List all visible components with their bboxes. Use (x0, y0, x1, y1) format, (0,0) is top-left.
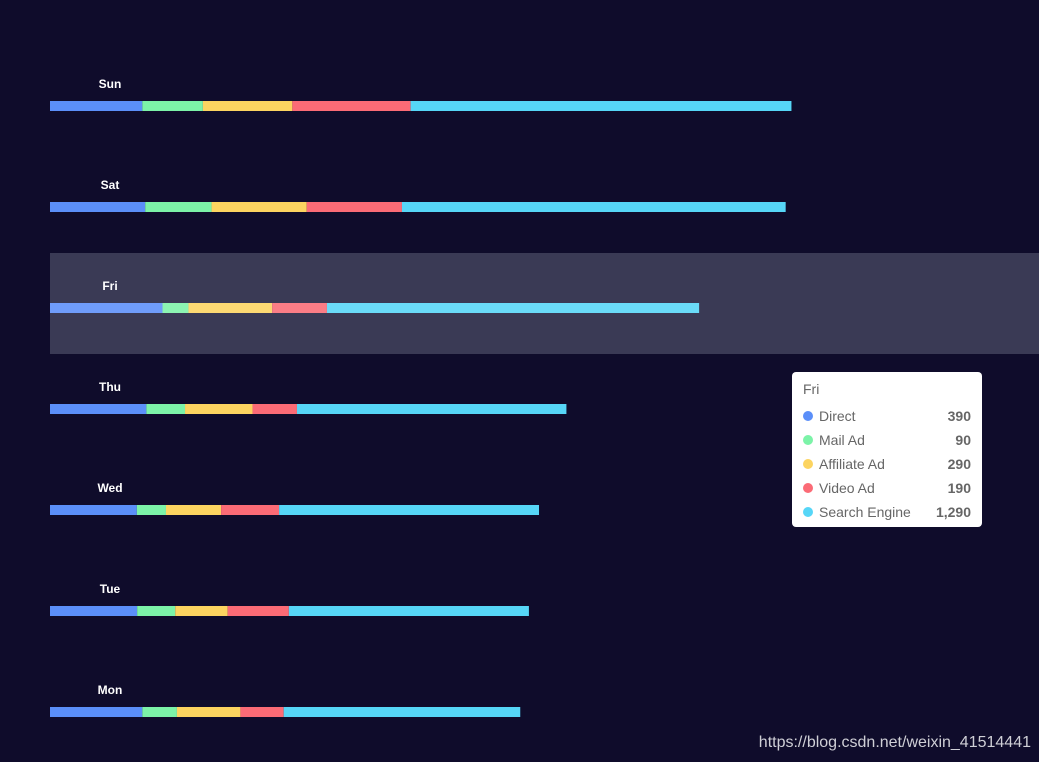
tooltip-series-value: 1,290 (935, 504, 971, 520)
bar-direct-fri[interactable] (50, 303, 163, 313)
bar-affiliate-ad-wed[interactable] (165, 505, 222, 515)
series-dot-icon (803, 411, 813, 421)
bar-mail-ad-sun[interactable] (142, 101, 203, 111)
bar-video-ad-mon[interactable] (240, 707, 284, 717)
bar-affiliate-ad-mon[interactable] (176, 707, 241, 717)
category-label-mon: Mon (98, 683, 123, 697)
category-label-tue: Tue (100, 582, 121, 596)
bar-affiliate-ad-thu[interactable] (185, 404, 253, 414)
bar-mail-ad-thu[interactable] (146, 404, 186, 414)
bar-direct-wed[interactable] (50, 505, 137, 515)
watermark-url: https://blog.csdn.net/weixin_41514441 (758, 734, 1031, 751)
bar-direct-sun[interactable] (50, 101, 143, 111)
bar-video-ad-sun[interactable] (292, 101, 411, 111)
category-label-sun: Sun (99, 77, 122, 91)
tooltip-row-direct: Direct 390 (803, 404, 971, 428)
bar-search-engine-sat[interactable] (401, 202, 786, 212)
tooltip-series-value: 190 (947, 480, 971, 496)
tooltip-series-name: Search Engine (819, 504, 911, 520)
bar-direct-mon[interactable] (50, 707, 143, 717)
tooltip-series-name: Mail Ad (819, 432, 865, 448)
tooltip-series-value: 390 (947, 408, 971, 424)
tooltip-series-name: Video Ad (819, 480, 875, 496)
tooltip-series-value: 90 (955, 432, 971, 448)
bar-search-engine-thu[interactable] (296, 404, 567, 414)
bar-search-engine-mon[interactable] (283, 707, 521, 717)
bar-direct-sat[interactable] (50, 202, 146, 212)
tooltip: Fri Direct 390 Mail Ad 90 Affiliate Ad 2… (792, 372, 982, 527)
tooltip-row-affiliate-ad: Affiliate Ad 290 (803, 452, 971, 476)
tooltip-row-mail-ad: Mail Ad 90 (803, 428, 971, 452)
bar-search-engine-tue[interactable] (288, 606, 529, 616)
tooltip-row-search-engine: Search Engine 1,290 (803, 500, 971, 524)
category-label-wed: Wed (97, 481, 122, 495)
tooltip-series-name: Affiliate Ad (819, 456, 885, 472)
bar-mail-ad-tue[interactable] (137, 606, 176, 616)
bar-mail-ad-wed[interactable] (136, 505, 166, 515)
bar-video-ad-thu[interactable] (252, 404, 297, 414)
tooltip-row-video-ad: Video Ad 190 (803, 476, 971, 500)
category-label-fri: Fri (102, 279, 117, 293)
bar-search-engine-sun[interactable] (410, 101, 792, 111)
bar-mail-ad-sat[interactable] (145, 202, 212, 212)
bar-video-ad-fri[interactable] (272, 303, 327, 313)
bar-video-ad-wed[interactable] (221, 505, 280, 515)
tooltip-series-value: 290 (947, 456, 971, 472)
bar-video-ad-tue[interactable] (227, 606, 289, 616)
tooltip-title: Fri (803, 381, 820, 397)
series-dot-icon (803, 435, 813, 445)
series-dot-icon (803, 459, 813, 469)
bar-affiliate-ad-sun[interactable] (202, 101, 293, 111)
series-dot-icon (803, 483, 813, 493)
bar-search-engine-wed[interactable] (279, 505, 540, 515)
category-label-sat: Sat (101, 178, 120, 192)
bar-affiliate-ad-sat[interactable] (211, 202, 307, 212)
bar-mail-ad-fri[interactable] (162, 303, 189, 313)
bar-video-ad-sat[interactable] (306, 202, 402, 212)
bar-direct-thu[interactable] (50, 404, 147, 414)
bar-search-engine-fri[interactable] (326, 303, 700, 313)
series-dot-icon (803, 507, 813, 517)
bar-affiliate-ad-fri[interactable] (188, 303, 273, 313)
tooltip-series-name: Direct (819, 408, 856, 424)
bar-mail-ad-mon[interactable] (142, 707, 177, 717)
bar-direct-tue[interactable] (50, 606, 138, 616)
category-label-thu: Thu (99, 380, 121, 394)
bar-affiliate-ad-tue[interactable] (175, 606, 228, 616)
